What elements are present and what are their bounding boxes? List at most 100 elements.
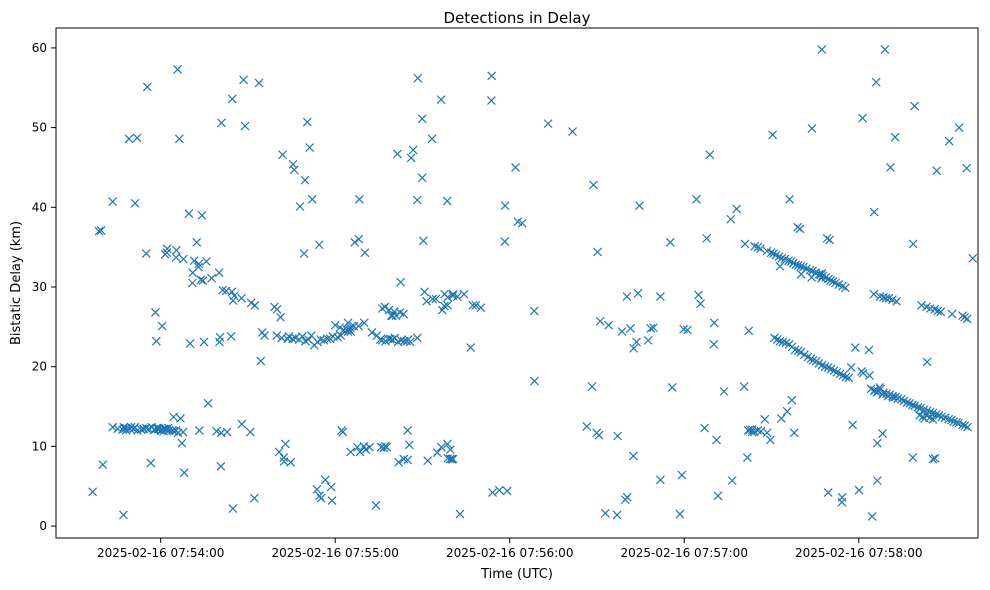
data-point-351 — [960, 312, 970, 322]
data-point-347 — [933, 306, 943, 316]
data-point-230 — [692, 194, 701, 204]
data-point-219 — [742, 453, 752, 462]
data-point-377 — [928, 414, 938, 424]
data-point-31 — [153, 423, 162, 433]
data-point-45 — [272, 331, 282, 341]
data-point-170 — [436, 442, 446, 452]
data-point-96 — [250, 300, 260, 310]
data-point-404 — [197, 210, 207, 220]
data-point-213 — [677, 470, 687, 480]
data-point-453 — [869, 207, 879, 217]
data-point-159 — [376, 442, 386, 452]
data-point-440 — [543, 119, 553, 129]
data-point-324 — [931, 410, 941, 419]
data-point-231 — [665, 237, 675, 247]
data-point-120 — [443, 292, 453, 302]
data-point-6 — [130, 422, 140, 432]
y-tick-label-3: 30 — [32, 280, 47, 294]
data-point-373 — [883, 391, 893, 401]
data-point-246 — [772, 335, 782, 345]
data-point-280 — [777, 253, 787, 263]
data-point-180 — [327, 496, 337, 505]
data-point-398 — [130, 198, 140, 208]
data-point-244 — [765, 435, 775, 445]
data-point-389 — [124, 134, 134, 144]
data-point-495 — [279, 457, 289, 466]
data-point-143 — [187, 278, 197, 288]
data-point-484 — [500, 237, 510, 246]
data-point-205 — [629, 343, 639, 353]
data-point-89 — [162, 248, 172, 258]
data-point-342 — [892, 296, 901, 306]
data-point-454 — [871, 77, 881, 87]
data-point-153 — [216, 461, 226, 471]
data-point-397 — [171, 245, 181, 255]
data-point-491 — [177, 438, 187, 448]
data-point-371 — [872, 387, 882, 397]
data-point-209 — [568, 127, 577, 137]
data-point-270 — [844, 373, 854, 383]
data-point-414 — [413, 73, 423, 83]
data-point-399 — [196, 275, 206, 285]
x-axis-ticks: 2025-02-16 07:54:00 2025-02-16 07:55:00 20… — [97, 538, 922, 560]
data-point-429 — [350, 237, 360, 247]
data-point-402 — [227, 287, 237, 297]
data-point-297 — [826, 276, 835, 286]
data-point-0 — [94, 226, 104, 236]
data-point-451 — [817, 45, 827, 54]
data-point-384 — [908, 453, 918, 462]
data-point-472 — [878, 429, 888, 439]
data-point-335 — [963, 422, 972, 432]
data-point-479 — [604, 320, 614, 330]
data-point-234 — [709, 318, 719, 328]
data-point-430 — [299, 249, 309, 258]
data-point-115 — [428, 294, 438, 304]
data-point-121 — [452, 292, 462, 301]
data-point-191 — [443, 439, 452, 449]
data-point-144 — [445, 445, 455, 454]
data-point-141 — [276, 312, 285, 322]
data-point-183 — [326, 482, 336, 492]
data-point-274 — [756, 244, 765, 254]
data-point-131 — [471, 300, 481, 310]
data-point-30 — [121, 425, 131, 435]
data-point-314 — [902, 398, 912, 407]
data-point-140 — [194, 262, 203, 272]
x-tick-label-3: 2025-02-16 07:57:00 — [621, 546, 748, 560]
data-point-386 — [775, 261, 785, 271]
data-point-182 — [315, 491, 324, 501]
data-point-166 — [432, 448, 442, 458]
data-point-42 — [237, 419, 247, 429]
data-point-320 — [919, 405, 929, 415]
data-point-494 — [256, 356, 266, 366]
data-point-129 — [476, 303, 486, 313]
data-point-374 — [888, 393, 898, 403]
data-point-395 — [240, 121, 250, 131]
data-point-361 — [825, 235, 835, 245]
data-point-218 — [712, 435, 721, 445]
data-point-85 — [226, 331, 236, 341]
data-point-41 — [222, 427, 232, 437]
data-point-178 — [228, 504, 238, 513]
data-point-169 — [399, 454, 409, 464]
data-point-434 — [295, 202, 305, 211]
data-point-225 — [785, 194, 794, 204]
data-point-355 — [796, 269, 806, 279]
data-point-116 — [422, 296, 431, 306]
data-point-226 — [768, 130, 778, 140]
data-point-318 — [913, 402, 923, 412]
data-point-243 — [762, 428, 772, 438]
data-point-381 — [962, 163, 972, 173]
data-point-39 — [194, 425, 204, 435]
data-point-156 — [274, 447, 284, 457]
data-point-202 — [622, 492, 632, 502]
data-point-161 — [404, 440, 414, 450]
data-point-103 — [330, 320, 340, 330]
data-point-242 — [760, 414, 770, 424]
data-point-474 — [713, 491, 723, 501]
data-point-424 — [412, 195, 422, 205]
data-point-396 — [162, 244, 172, 254]
data-point-240 — [753, 425, 763, 435]
data-point-437 — [396, 277, 406, 287]
